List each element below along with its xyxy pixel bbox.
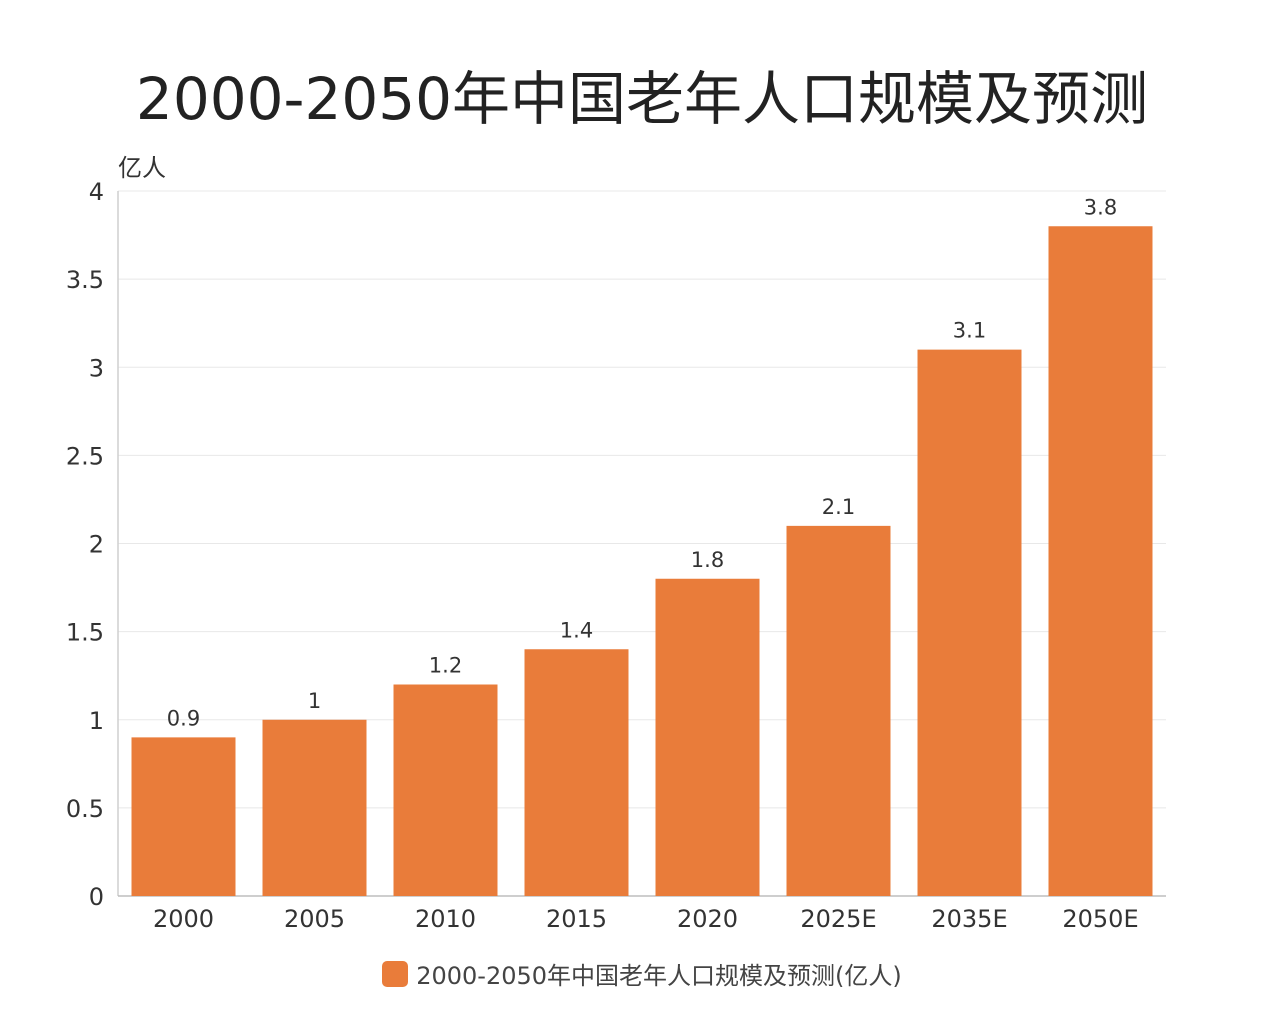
y-tick-label: 0.5 [66, 795, 104, 823]
x-tick-label: 2005 [284, 905, 345, 933]
y-tick-label: 2.5 [66, 442, 104, 470]
data-label: 2.1 [822, 495, 855, 519]
bar [917, 349, 1022, 896]
x-tick-label: 2010 [415, 905, 476, 933]
bar [524, 649, 629, 896]
y-tick-label: 3 [89, 354, 104, 382]
y-axis-label: 亿人 [118, 154, 166, 182]
x-tick-label: 2050E [1062, 905, 1138, 933]
data-label: 3.1 [953, 319, 986, 343]
y-tick-label: 0 [89, 883, 104, 911]
legend-label: 2000-2050年中国老年人口规模及预测(亿人) [416, 962, 902, 990]
x-tick-label: 2020 [677, 905, 738, 933]
x-tick-label: 2015 [546, 905, 607, 933]
data-label: 1 [308, 689, 321, 713]
legend-swatch [382, 960, 409, 987]
y-tick-label: 3.5 [66, 266, 104, 294]
data-label: 1.4 [560, 618, 593, 642]
chart-title: 2000-2050年中国老年人口规模及预测 [135, 65, 1149, 133]
x-tick-label: 2025E [800, 905, 876, 933]
bar [262, 719, 367, 896]
y-tick-label: 4 [89, 178, 104, 206]
y-tick-label: 1 [89, 707, 104, 735]
data-label: 0.9 [167, 706, 200, 730]
data-label: 3.8 [1084, 195, 1117, 219]
legend: 2000-2050年中国老年人口规模及预测(亿人) [0, 956, 1284, 991]
x-tick-label: 2035E [931, 905, 1007, 933]
x-tick-label: 2000 [153, 905, 214, 933]
data-label: 1.2 [429, 654, 462, 678]
data-label: 1.8 [691, 548, 724, 572]
bar [655, 578, 760, 896]
bar [393, 684, 498, 896]
y-tick-label: 1.5 [66, 619, 104, 647]
bar-chart: 0 0.5 1 1.5 2 2.5 3 3.5 4 亿人 0.9 2000 1 2005 1.2 2010 1.… [66, 154, 1166, 933]
bar [786, 525, 891, 896]
bar [1048, 226, 1153, 896]
bar [131, 737, 236, 896]
y-tick-label: 2 [89, 531, 104, 559]
